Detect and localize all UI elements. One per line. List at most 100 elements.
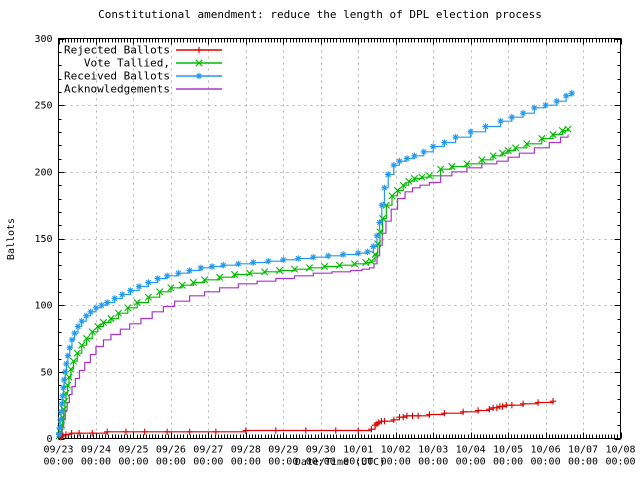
data-point-marker bbox=[399, 181, 407, 189]
data-point-marker bbox=[67, 365, 75, 373]
data-point-marker bbox=[62, 369, 68, 375]
y-axis-label: Ballots bbox=[6, 218, 17, 260]
x-tick-label-date: 09/30 bbox=[306, 445, 336, 456]
x-tick-label-date: 09/26 bbox=[156, 445, 186, 456]
x-tick-label-time: 00:00 bbox=[81, 457, 111, 468]
data-point-marker bbox=[216, 273, 224, 281]
data-point-marker bbox=[231, 270, 239, 279]
data-point-marker bbox=[421, 149, 427, 155]
legend-label: Received Ballots bbox=[64, 70, 170, 83]
data-point-marker bbox=[88, 328, 96, 336]
series-acknowledgements bbox=[58, 134, 569, 439]
series-received-ballots bbox=[55, 89, 575, 439]
data-point-marker bbox=[305, 264, 314, 272]
data-point-marker bbox=[290, 265, 299, 273]
data-point-marker bbox=[112, 295, 118, 302]
series-vote-tallied bbox=[55, 125, 572, 440]
data-point-marker bbox=[156, 288, 164, 296]
data-point-marker bbox=[482, 123, 489, 130]
data-point-marker bbox=[71, 330, 78, 336]
data-point-marker bbox=[260, 268, 269, 276]
x-tick-label-date: 10/06 bbox=[531, 445, 561, 456]
data-point-marker bbox=[489, 152, 497, 160]
x-tick-label-time: 00:00 bbox=[118, 457, 148, 468]
x-tick-label-date: 09/24 bbox=[81, 445, 111, 456]
y-tick-label: 100 bbox=[34, 301, 52, 312]
data-point-marker bbox=[388, 192, 396, 200]
chart-title: Constitutional amendment: reduce the len… bbox=[98, 8, 542, 21]
data-point-marker bbox=[379, 202, 385, 208]
data-point-marker bbox=[178, 281, 186, 289]
y-axis-tick-labels: 0 50 100 150 200 250 300 bbox=[34, 34, 52, 445]
legend-label: Rejected Ballots bbox=[64, 44, 170, 57]
plot-frame bbox=[58, 38, 621, 439]
data-point-marker bbox=[99, 318, 108, 327]
data-point-marker bbox=[509, 114, 515, 120]
data-point-marker bbox=[198, 265, 204, 271]
data-point-marker bbox=[79, 318, 85, 324]
data-point-marker bbox=[523, 140, 531, 148]
data-point-marker bbox=[364, 249, 371, 255]
x-tick-label-date: 09/29 bbox=[268, 445, 298, 456]
data-point-marker bbox=[564, 125, 572, 133]
chart-title-group: Constitutional amendment: reduce the len… bbox=[98, 8, 542, 21]
x-tick-label-time: 00:00 bbox=[568, 457, 598, 468]
data-point-marker bbox=[167, 284, 175, 292]
data-point-marker bbox=[65, 353, 71, 359]
gridlines bbox=[58, 38, 621, 439]
data-point-marker bbox=[396, 158, 403, 164]
data-point-marker bbox=[155, 275, 161, 282]
y-tick-label: 50 bbox=[40, 367, 52, 378]
data-point-marker bbox=[56, 431, 62, 438]
series-rejected-ballots bbox=[57, 397, 557, 441]
data-point-marker bbox=[563, 93, 569, 99]
data-point-marker bbox=[88, 309, 94, 315]
data-point-marker bbox=[104, 299, 110, 306]
data-point-marker bbox=[235, 261, 242, 267]
x-tick-label-time: 00:00 bbox=[605, 457, 635, 468]
x-axis-tick-labels: 09/2300:0009/2400:0009/2500:0009/2600:00… bbox=[43, 445, 635, 468]
data-point-marker bbox=[75, 323, 81, 330]
x-tick-label-time: 00:00 bbox=[493, 457, 523, 468]
x-tick-label-time: 00:00 bbox=[418, 457, 448, 468]
data-point-marker bbox=[78, 341, 86, 349]
data-point-marker bbox=[56, 425, 63, 431]
x-tick-label-date: 09/27 bbox=[193, 445, 223, 456]
data-point-marker bbox=[59, 393, 66, 399]
x-tick-label-time: 00:00 bbox=[193, 457, 223, 468]
data-point-marker bbox=[265, 258, 272, 264]
y-tick-label: 250 bbox=[34, 101, 52, 112]
data-point-marker bbox=[69, 357, 78, 365]
data-point-marker bbox=[542, 102, 549, 108]
data-point-marker bbox=[554, 98, 560, 104]
data-point-marker bbox=[549, 130, 557, 139]
data-point-marker bbox=[124, 304, 132, 312]
data-point-marker bbox=[371, 250, 379, 259]
x-tick-label-time: 00:00 bbox=[231, 457, 261, 468]
series-line bbox=[59, 401, 554, 439]
series-line bbox=[58, 134, 569, 439]
data-point-marker bbox=[119, 291, 125, 298]
x-tick-label-date: 10/01 bbox=[343, 445, 373, 456]
data-point-marker bbox=[340, 251, 346, 258]
data-point-marker bbox=[463, 160, 471, 168]
data-point-marker bbox=[411, 153, 418, 159]
series-line bbox=[58, 93, 573, 439]
x-tick-label-time: 00:00 bbox=[306, 457, 336, 468]
data-point-marker bbox=[310, 254, 316, 260]
data-point-marker bbox=[280, 257, 286, 263]
data-point-marker bbox=[497, 118, 504, 124]
data-point-marker bbox=[93, 305, 99, 311]
x-tick-label-time: 00:00 bbox=[43, 457, 73, 468]
data-point-marker bbox=[569, 90, 575, 96]
x-tick-label-time: 00:00 bbox=[343, 457, 373, 468]
y-tick-label: 0 bbox=[46, 434, 52, 445]
data-point-marker bbox=[325, 253, 331, 259]
data-point-marker bbox=[512, 144, 520, 152]
data-point-marker bbox=[370, 243, 376, 250]
data-point-marker bbox=[220, 262, 227, 268]
data-point-marker bbox=[520, 110, 526, 116]
